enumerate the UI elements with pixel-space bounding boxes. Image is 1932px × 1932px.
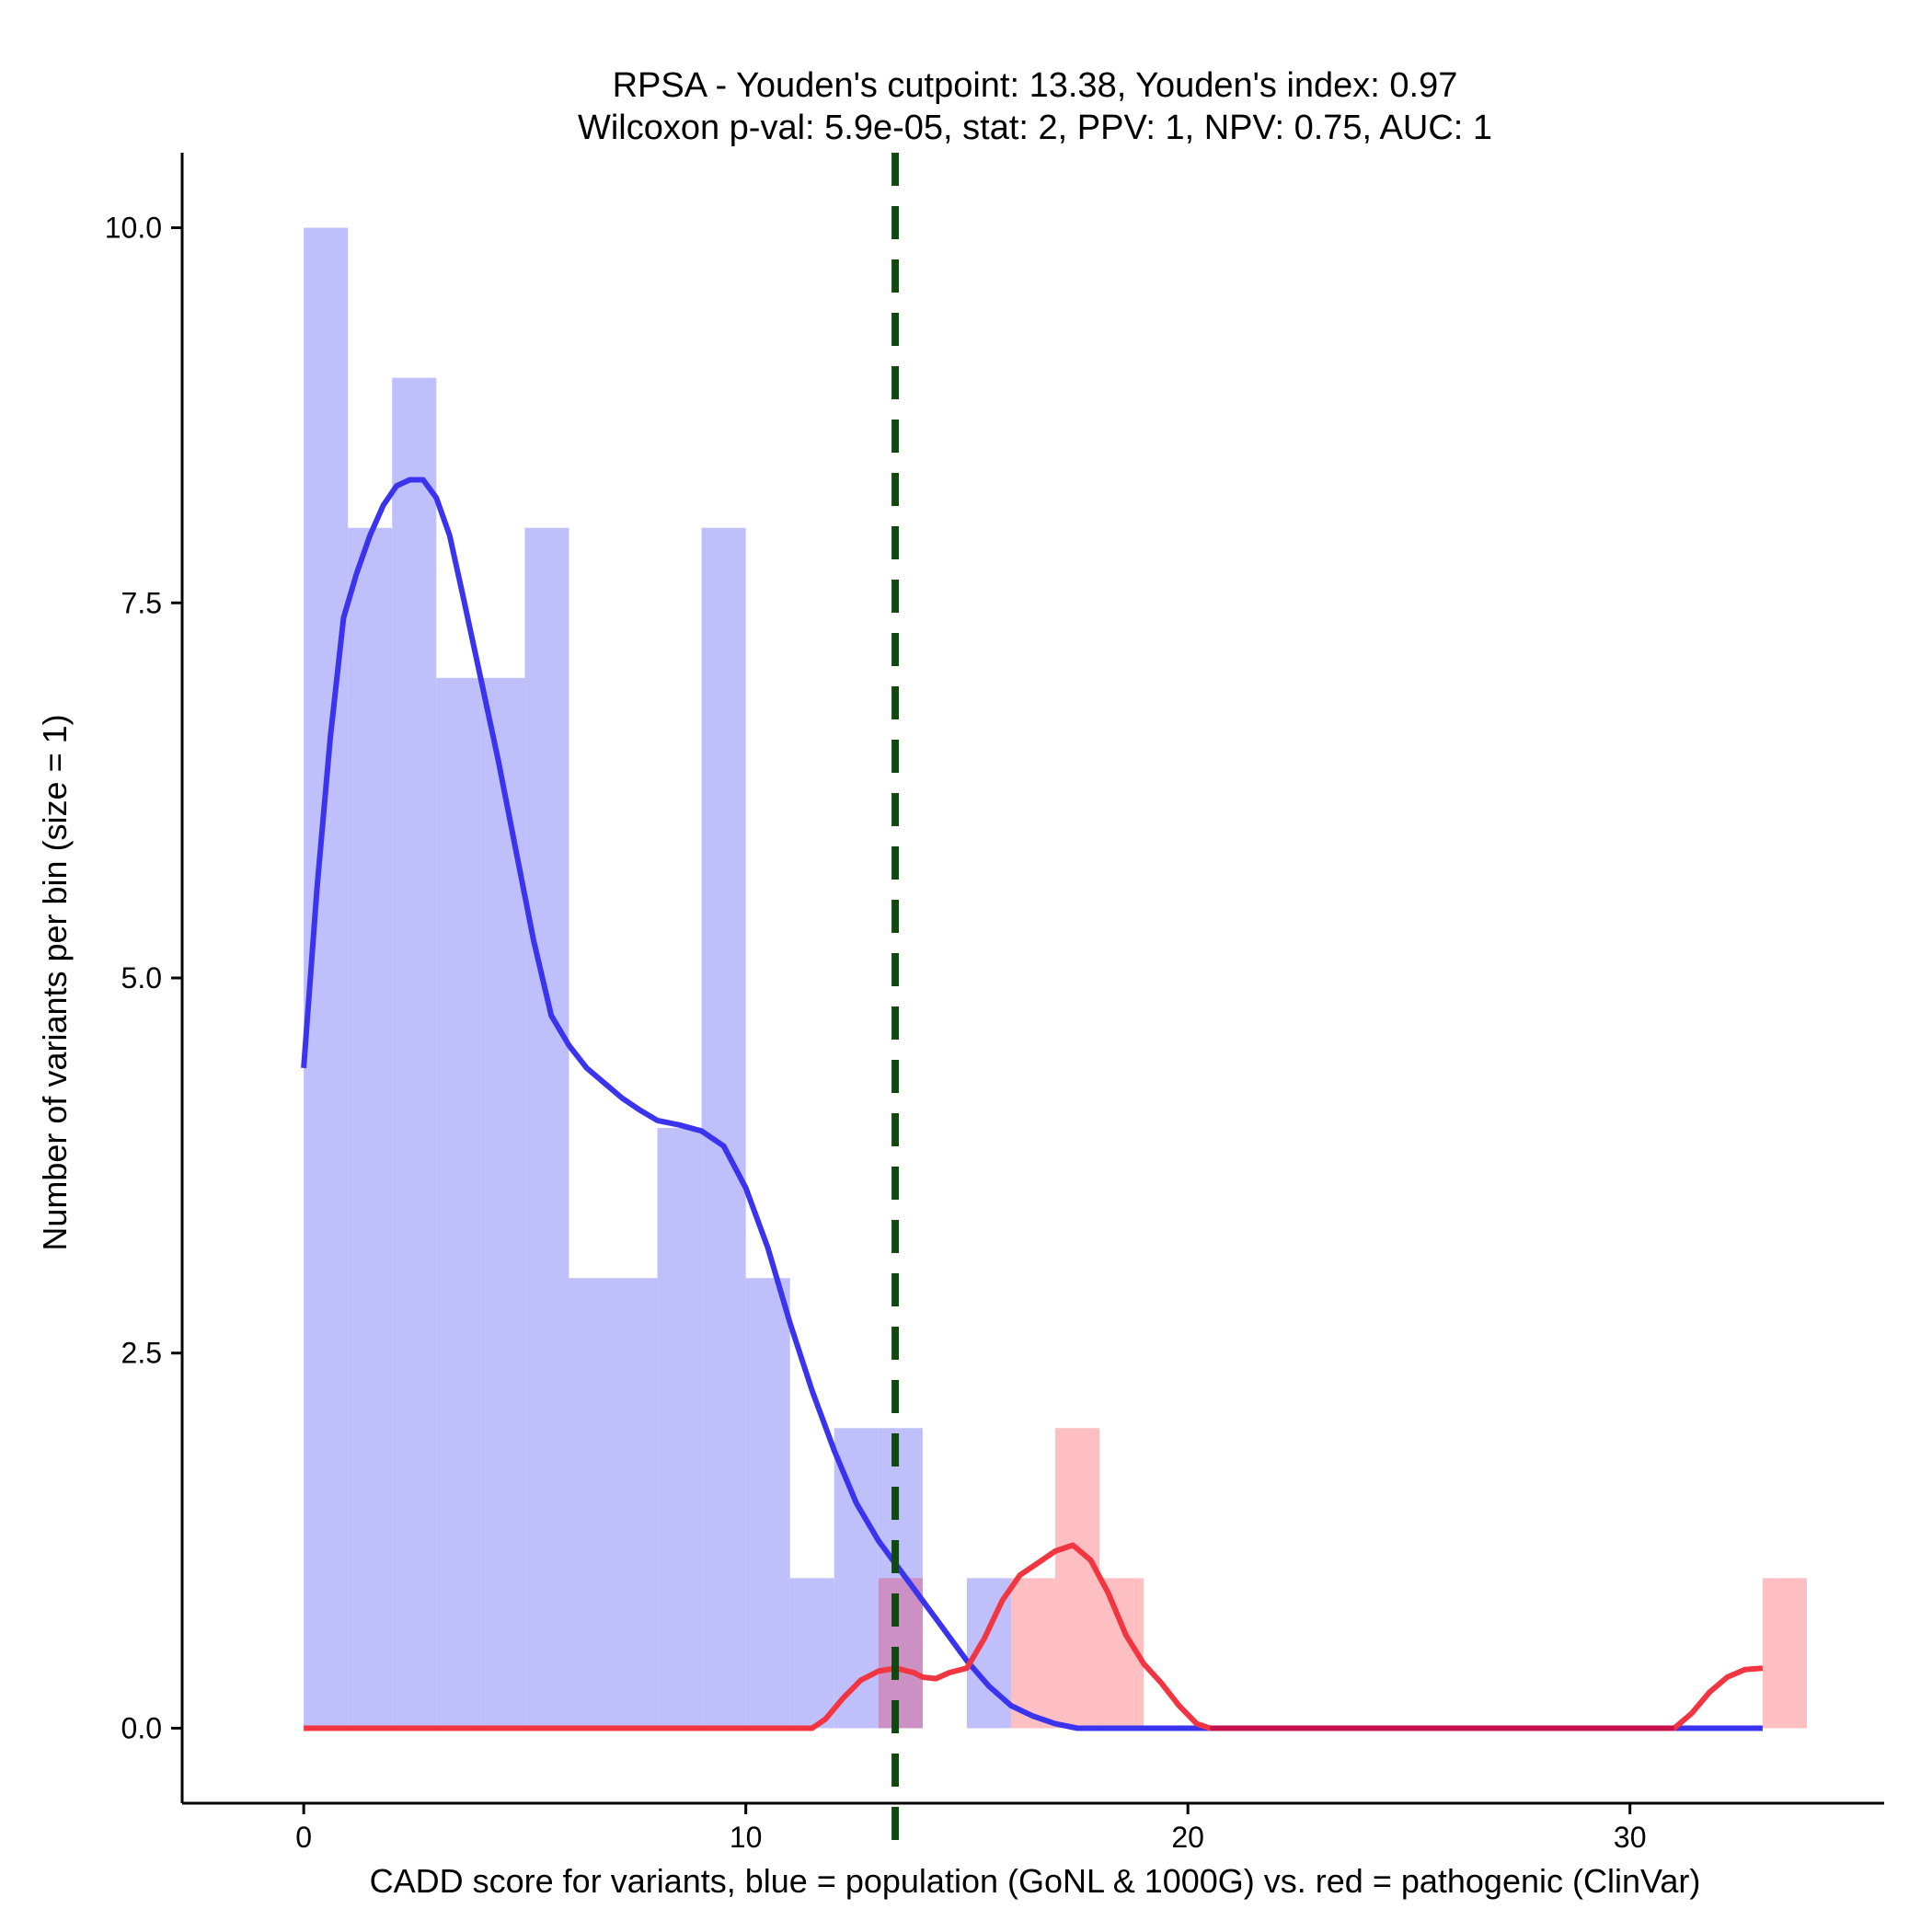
population-bar-4: [480, 677, 525, 1729]
chart-title: RPSA - Youden's cutpoint: 13.38, Youden'…: [613, 66, 1458, 105]
population-bar-11: [789, 1578, 834, 1729]
population-bar-7: [613, 1278, 658, 1729]
y-tick-label-2.5: 2.5: [121, 1337, 162, 1370]
x-axis-title: CADD score for variants, blue = populati…: [370, 1862, 1701, 1900]
population-bar-12: [834, 1428, 879, 1729]
y-tick-label-7.5: 7.5: [121, 586, 162, 619]
overlap-bar-13: [878, 1578, 923, 1729]
population-bar-6: [569, 1278, 614, 1729]
y-tick-label-0: 0.0: [121, 1711, 162, 1744]
tick-labels: 0 10 20 30 0.0 2.5 5.0 7.5 10.0: [105, 212, 1647, 1854]
y-tick-label-5: 5.0: [121, 961, 162, 995]
population-bar-5: [524, 527, 569, 1729]
population-bar-10: [745, 1278, 790, 1729]
histogram-bars: [304, 227, 1807, 1729]
axes: [171, 153, 1884, 1814]
x-tick-label-20: 20: [1171, 1821, 1204, 1854]
population-bar-8: [657, 1128, 702, 1729]
population-bar-2: [392, 377, 437, 1729]
x-tick-label-10: 10: [730, 1821, 763, 1854]
chart-subtitle: Wilcoxon p-val: 5.9e-05, stat: 2, PPV: 1…: [578, 109, 1492, 147]
density-curves: [301, 477, 1764, 1731]
pathogenic-bar-17: [1055, 1428, 1100, 1729]
y-axis-title: Number of variants per bin (size = 1): [36, 714, 74, 1250]
pathogenic-bar-16: [1010, 1578, 1056, 1729]
x-tick-label-30: 30: [1614, 1821, 1647, 1854]
pathogenic-bar-33: [1762, 1578, 1807, 1729]
population-bar-9: [701, 527, 746, 1729]
y-tick-label-10: 10.0: [105, 212, 162, 245]
x-tick-label-0: 0: [295, 1821, 312, 1854]
population-bar-1: [348, 527, 393, 1729]
population-density-line: [301, 477, 1763, 1731]
population-bar-3: [436, 677, 481, 1729]
